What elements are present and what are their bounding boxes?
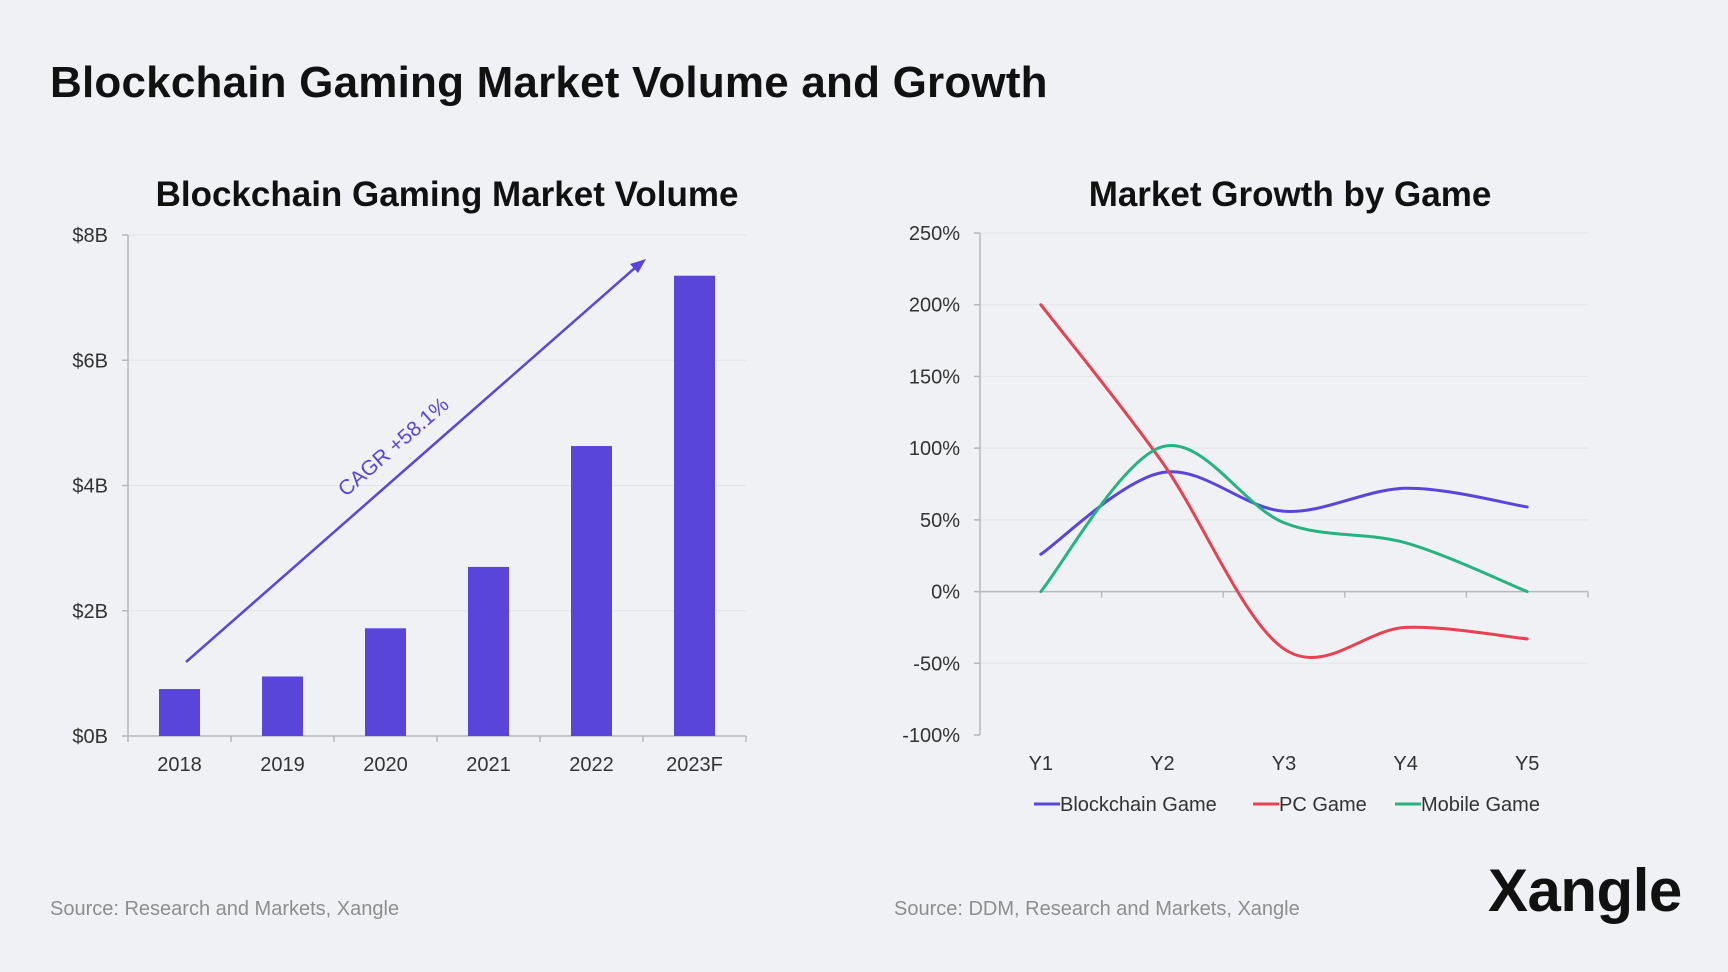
- x-tick-label: 2019: [260, 754, 305, 776]
- bar-chart-bars: [159, 275, 715, 736]
- x-tick-label: Y2: [1150, 753, 1174, 775]
- line-chart: Market Growth by Game -100% -50% 0% 50% 100%…: [902, 175, 1589, 816]
- y-tick-label: $6B: [72, 350, 108, 372]
- bar-2018: [159, 689, 200, 736]
- x-tick-label: Y4: [1393, 753, 1417, 775]
- bar-2023F: [674, 275, 715, 736]
- source-note-left: Source: Research and Markets, Xangle: [50, 898, 400, 920]
- line-chart-y-ticks: -100% -50% 0% 50% 100% 150% 200% 250%: [902, 223, 960, 747]
- bar-chart: Blockchain Gaming Market Volume $0B $2B $4…: [72, 175, 747, 776]
- y-tick-label: $4B: [72, 476, 108, 498]
- line-chart-gridlines: [980, 232, 1588, 664]
- y-tick-label: $2B: [72, 601, 108, 623]
- x-tick-label: 2022: [569, 754, 614, 776]
- bar-chart-y-ticks: $0B $2B $4B $6B $8B: [72, 225, 108, 748]
- x-tick-label: Y1: [1029, 753, 1053, 775]
- line-chart-title: Market Growth by Game: [1089, 175, 1492, 214]
- y-tick-label: 250%: [909, 223, 960, 245]
- bar-chart-axes: [122, 234, 747, 742]
- bar-2021: [468, 566, 509, 736]
- y-tick-label: -100%: [902, 725, 960, 747]
- legend-label-blockchain-game: Blockchain Game: [1060, 794, 1217, 816]
- y-tick-label: 50%: [920, 510, 960, 532]
- legend-label-mobile-game: Mobile Game: [1421, 794, 1540, 816]
- y-tick-label: 0%: [931, 582, 960, 604]
- y-tick-label: 100%: [909, 438, 960, 460]
- cagr-arrow-head: [630, 259, 646, 273]
- line-chart-legend: Blockchain Game PC Game Mobile Game: [1034, 794, 1540, 816]
- y-tick-label: -50%: [913, 653, 960, 675]
- series-line-pc-game: [1039, 303, 1529, 659]
- y-tick-label: $8B: [72, 225, 108, 247]
- line-chart-x-ticks: Y1 Y2 Y3 Y4 Y5: [1029, 753, 1540, 775]
- x-tick-label: Y5: [1515, 753, 1539, 775]
- y-tick-label: $0B: [72, 726, 108, 748]
- y-tick-label: 200%: [909, 295, 960, 317]
- x-tick-label: 2018: [157, 754, 202, 776]
- series-line-blockchain-game: [1039, 470, 1529, 556]
- cagr-label: CAGR +58.1%: [334, 393, 453, 501]
- x-tick-label: Y3: [1272, 753, 1296, 775]
- page-title: Blockchain Gaming Market Volume and Grow…: [50, 58, 1048, 107]
- bar-chart-title: Blockchain Gaming Market Volume: [156, 175, 739, 214]
- line-chart-axes: [974, 232, 1589, 736]
- legend-label-pc-game: PC Game: [1279, 794, 1367, 816]
- series-line-mobile-game: [1039, 443, 1529, 594]
- bar-chart-x-ticks: 2018 2019 2020 2021 2022 2023F: [157, 754, 723, 776]
- y-tick-label: 150%: [909, 366, 960, 388]
- x-tick-label: 2020: [363, 754, 408, 776]
- bar-2020: [365, 628, 406, 736]
- bar-2019: [262, 676, 303, 736]
- x-tick-label: 2021: [466, 754, 511, 776]
- xangle-logo: Xangle: [1488, 857, 1682, 924]
- bar-2022: [571, 446, 612, 736]
- line-chart-series: [1039, 303, 1529, 659]
- cagr-arrow-line: [185, 266, 637, 663]
- source-note-right: Source: DDM, Research and Markets, Xangl…: [894, 898, 1300, 920]
- x-tick-label: 2023F: [666, 754, 723, 776]
- bar-chart-gridlines: [128, 234, 746, 612]
